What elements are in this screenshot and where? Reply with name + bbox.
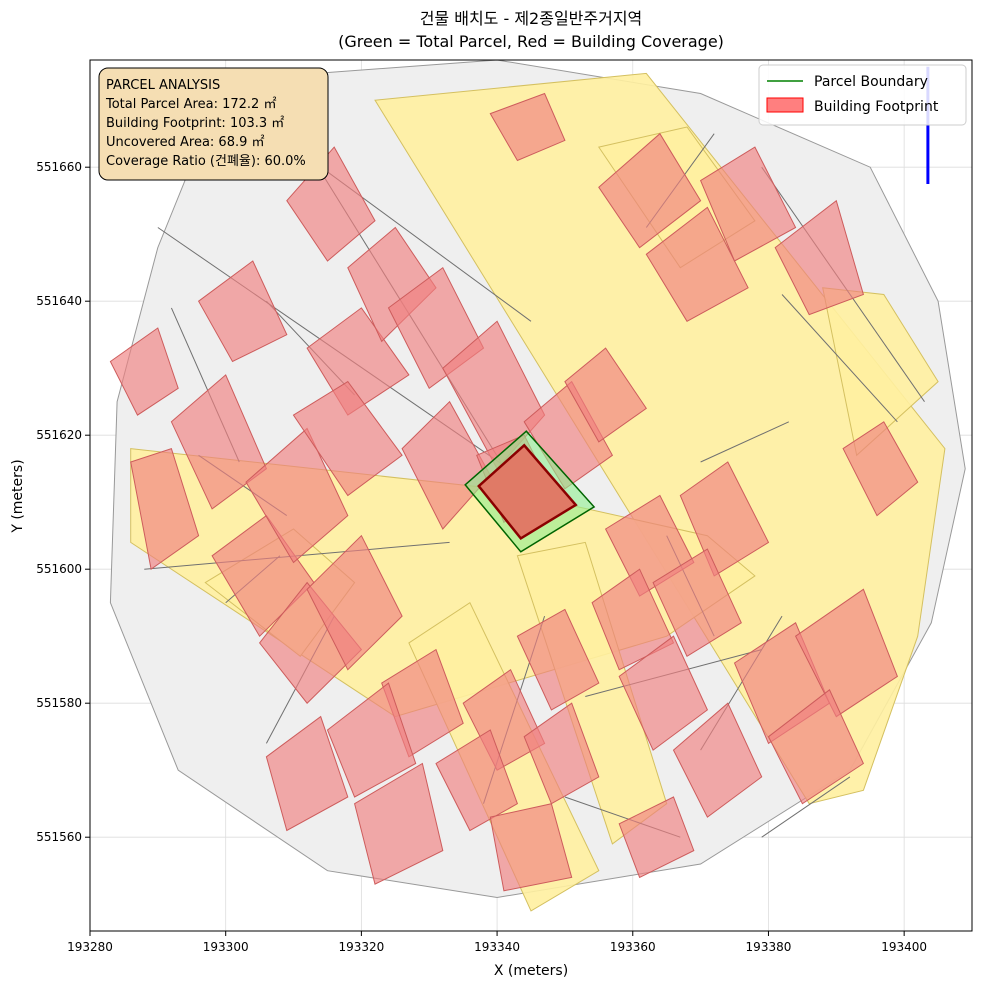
subject-parcel-layer bbox=[464, 430, 596, 553]
context-building bbox=[516, 608, 600, 711]
x-tick-label: 193280 bbox=[67, 940, 113, 954]
context-building bbox=[197, 260, 288, 363]
info-coverage-ratio: Coverage Ratio (건폐율): 60.0% bbox=[106, 154, 306, 169]
lot-line bbox=[761, 776, 851, 838]
lot-line bbox=[781, 294, 898, 423]
context-buildings-layer bbox=[109, 92, 919, 892]
parcel-analysis-box: PARCEL ANALYSIS Total Parcel Area: 172.2… bbox=[98, 67, 329, 181]
context-building bbox=[489, 803, 573, 892]
context-building bbox=[767, 689, 865, 805]
info-box-background bbox=[98, 67, 329, 181]
y-tick-label: 551600 bbox=[36, 562, 82, 576]
y-tick-label: 551640 bbox=[36, 294, 82, 308]
y-tick-label: 551620 bbox=[36, 428, 82, 442]
x-ticks: 193280 193300 193320 193340 193360 193380 1934… bbox=[67, 931, 927, 954]
x-axis-label: X (meters) bbox=[494, 963, 568, 979]
context-building bbox=[564, 347, 647, 443]
road bbox=[822, 287, 939, 457]
figure-title-line1: 건물 배치도 - 제2종일반주거지역 bbox=[420, 9, 643, 28]
context-building bbox=[652, 548, 742, 658]
context-building bbox=[435, 729, 519, 832]
y-axis-label: Y (meters) bbox=[10, 459, 26, 533]
x-tick-label: 193400 bbox=[881, 940, 927, 954]
legend-frame bbox=[758, 64, 967, 126]
legend-parcel-boundary-label: Parcel Boundary bbox=[814, 74, 928, 90]
info-title: PARCEL ANALYSIS bbox=[106, 78, 220, 93]
context-building bbox=[672, 702, 763, 818]
x-tick-label: 193300 bbox=[203, 940, 249, 954]
y-tick-label: 551580 bbox=[36, 696, 82, 710]
y-tick-label: 551560 bbox=[36, 830, 82, 844]
context-building bbox=[489, 92, 566, 162]
context-building bbox=[292, 380, 403, 497]
y-ticks: 551560 551580 551600 551620 551640 551660 bbox=[36, 160, 90, 844]
context-building bbox=[679, 461, 770, 577]
context-building bbox=[842, 421, 919, 517]
subject-building bbox=[477, 443, 578, 541]
context-building bbox=[245, 427, 349, 564]
lot-line bbox=[700, 421, 790, 463]
context-building bbox=[354, 762, 444, 885]
legend: Parcel Boundary Building Footprint bbox=[758, 64, 967, 126]
figure-title-line2: (Green = Total Parcel, Red = Building Co… bbox=[338, 32, 724, 51]
x-tick-label: 193320 bbox=[338, 940, 384, 954]
context-building bbox=[130, 447, 200, 571]
context-building bbox=[699, 146, 797, 262]
context-building bbox=[774, 199, 865, 316]
x-tick-label: 193360 bbox=[610, 940, 656, 954]
context-building bbox=[326, 682, 417, 798]
context-building bbox=[523, 702, 600, 805]
context-building bbox=[618, 635, 709, 751]
context-building bbox=[794, 588, 899, 718]
context-building bbox=[645, 206, 749, 322]
context-building bbox=[265, 715, 349, 832]
context-building bbox=[598, 132, 702, 249]
info-uncovered-area: Uncovered Area: 68.9 ㎡ bbox=[106, 135, 265, 150]
context-building bbox=[618, 796, 695, 879]
legend-building-footprint-swatch bbox=[766, 97, 804, 113]
context-building bbox=[109, 327, 179, 416]
road bbox=[374, 72, 946, 805]
x-tick-label: 193380 bbox=[746, 940, 792, 954]
info-total-parcel-area: Total Parcel Area: 172.2 ㎡ bbox=[105, 97, 276, 112]
context-building bbox=[306, 534, 403, 671]
axes-frame bbox=[89, 59, 973, 932]
legend-building-footprint-label: Building Footprint bbox=[814, 99, 939, 115]
y-tick-label: 551660 bbox=[36, 160, 82, 174]
info-building-footprint: Building Footprint: 103.3 ㎡ bbox=[106, 116, 284, 131]
x-tick-label: 193340 bbox=[474, 940, 520, 954]
